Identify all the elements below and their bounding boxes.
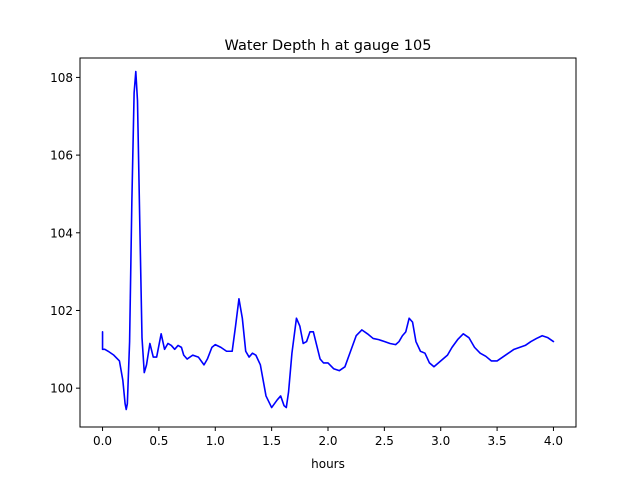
x-axis-label: hours bbox=[311, 457, 345, 471]
chart-title: Water Depth h at gauge 105 bbox=[225, 38, 432, 54]
x-tick-label: 2.5 bbox=[375, 434, 394, 448]
y-axis-ticks: 100 102 104 106 108 bbox=[50, 71, 80, 396]
x-tick-label: 4.0 bbox=[544, 434, 563, 448]
x-tick-label: 1.0 bbox=[206, 434, 225, 448]
x-tick-label: 0.5 bbox=[149, 434, 168, 448]
y-tick-label: 104 bbox=[50, 226, 73, 240]
series-layer bbox=[101, 70, 555, 411]
series-line-0 bbox=[101, 70, 555, 411]
y-tick-label: 102 bbox=[50, 304, 73, 318]
x-tick-label: 2.0 bbox=[318, 434, 337, 448]
x-tick-label: 3.0 bbox=[431, 434, 450, 448]
x-tick-label: 1.5 bbox=[262, 434, 281, 448]
x-tick-label: 3.5 bbox=[488, 434, 507, 448]
y-tick-label: 108 bbox=[50, 71, 73, 85]
x-tick-label: 0.0 bbox=[93, 434, 112, 448]
x-axis-ticks: 0.0 0.5 1.0 1.5 2.0 2.5 3.0 3.5 4.0 bbox=[93, 427, 563, 448]
y-tick-label: 106 bbox=[50, 149, 73, 163]
plot-frame bbox=[79, 57, 577, 428]
y-tick-label: 100 bbox=[50, 382, 73, 396]
